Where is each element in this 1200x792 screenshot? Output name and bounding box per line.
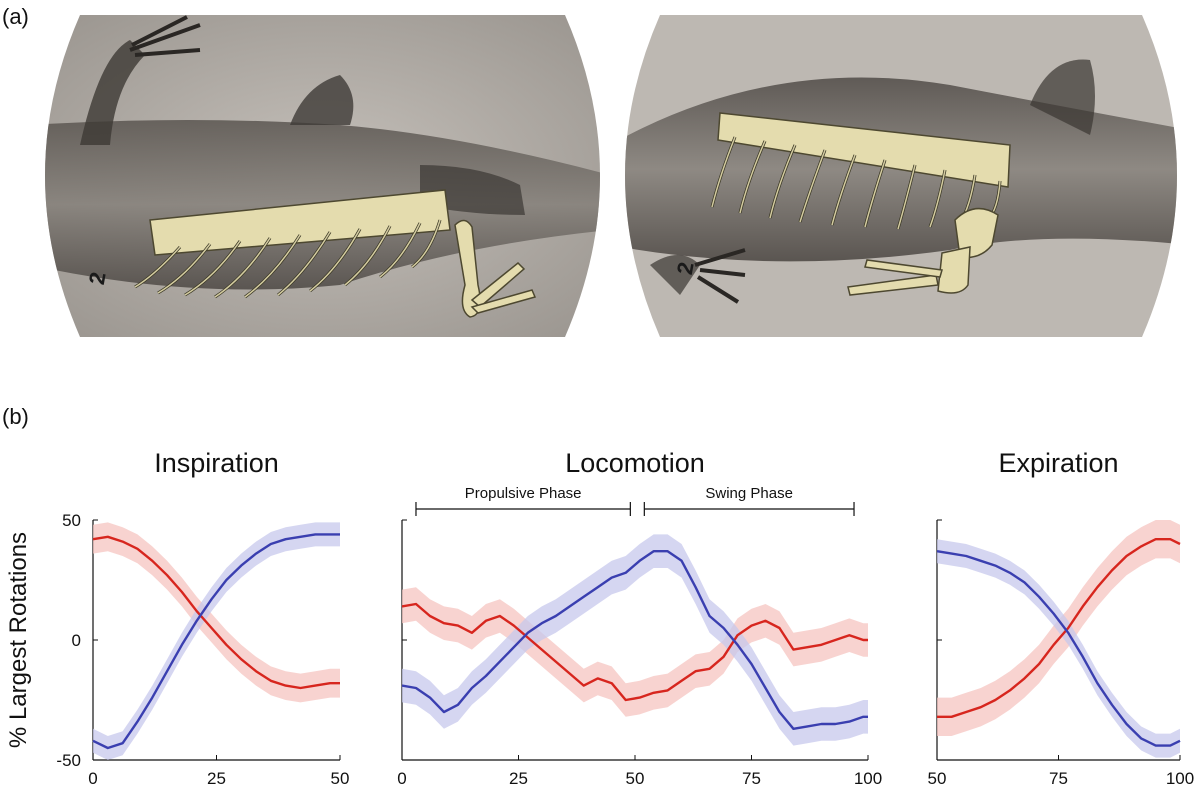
chart-title: Inspiration (154, 448, 279, 478)
series-band-red (402, 587, 868, 717)
series-band-blue (937, 539, 1180, 758)
x-tick-label: 100 (1166, 769, 1194, 788)
xray-image-right: 2 (625, 15, 1177, 337)
x-tick-label: 50 (626, 769, 645, 788)
series-band-blue (93, 522, 340, 760)
xray-marker-left: 2 (84, 270, 111, 286)
rib-cage-left (134, 189, 451, 299)
y-tick-label: -50 (56, 751, 81, 770)
chart-title: Locomotion (565, 448, 705, 478)
xray-image-left: 2 (45, 15, 600, 337)
expiration-chart: Expiration 50 75 100 (928, 448, 1195, 788)
x-tick-label: 75 (742, 769, 761, 788)
x-tick-label: 0 (88, 769, 97, 788)
locomotion-chart: Locomotion 0 25 50 75 100 Propulsive Phase Swin… (397, 448, 882, 788)
y-tick-label: 0 (72, 631, 81, 650)
x-tick-label: 50 (928, 769, 947, 788)
x-tick-label: 0 (397, 769, 406, 788)
x-tick-label: 25 (207, 769, 226, 788)
series-line-red (937, 538, 1181, 718)
inspiration-chart: Inspiration 50 0 -50 0 25 50 (56, 448, 349, 788)
x-tick-label: 50 (331, 769, 350, 788)
chart-title: Expiration (998, 448, 1118, 478)
series-line-blue (401, 550, 868, 730)
limb-bones-right (847, 207, 999, 296)
y-axis-label: % Largest Rotations (5, 532, 32, 748)
x-tick-label: 75 (1049, 769, 1068, 788)
panel-a-label: (a) (2, 4, 29, 29)
phase-label: Propulsive Phase (465, 485, 582, 502)
series-line-red (401, 602, 868, 702)
phase-label: Swing Phase (705, 485, 793, 502)
series-line-blue (936, 550, 1181, 747)
panel-b-label: (b) (2, 404, 29, 429)
limb-bones-left (454, 219, 537, 318)
x-tick-label: 25 (509, 769, 528, 788)
y-tick-label: 50 (62, 511, 81, 530)
series-line-blue (92, 533, 340, 750)
series-line-red (92, 535, 340, 690)
xray-marker-right: 2 (672, 260, 699, 276)
x-tick-label: 100 (854, 769, 882, 788)
series-band-red (93, 522, 340, 703)
